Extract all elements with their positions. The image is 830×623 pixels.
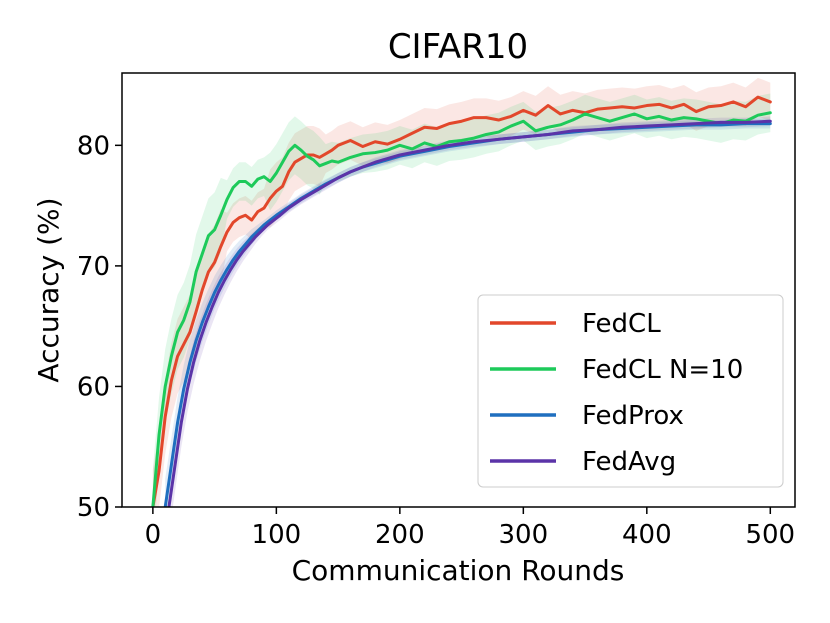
legend-label: FedCL [582, 309, 661, 339]
chart-title: CIFAR10 [388, 27, 528, 67]
fedcl-n-10-line [151, 111, 772, 507]
y-tick-label: 50 [77, 493, 110, 523]
series-lines [151, 95, 772, 507]
x-axis: 0 100 200 300 400 500 [145, 507, 795, 550]
x-tick-label: 0 [145, 520, 162, 550]
y-axis-label: Accuracy (%) [32, 197, 65, 382]
x-axis-label: Communication Rounds [292, 554, 625, 587]
y-tick-label: 70 [77, 252, 110, 282]
plot-frame [121, 72, 796, 508]
x-tick-label: 400 [622, 520, 672, 550]
x-tick-label: 500 [745, 520, 795, 550]
fedcl-line [151, 95, 772, 507]
legend-label: FedProx [582, 401, 684, 431]
fedavg-line [167, 119, 772, 507]
legend-label: FedCL N=10 [582, 355, 743, 385]
y-tick-label: 80 [77, 131, 110, 161]
x-tick-label: 200 [375, 520, 425, 550]
y-axis: 50 60 70 80 [77, 131, 122, 523]
fedcl-n-10-band [152, 93, 771, 507]
y-tick-label: 60 [77, 372, 110, 402]
legend-box [477, 294, 784, 488]
x-tick-label: 100 [252, 520, 302, 550]
legend: FedCL FedCL N=10 FedProx FedAvg [477, 294, 784, 488]
legend-label: FedAvg [582, 447, 676, 477]
x-tick-label: 300 [499, 520, 549, 550]
